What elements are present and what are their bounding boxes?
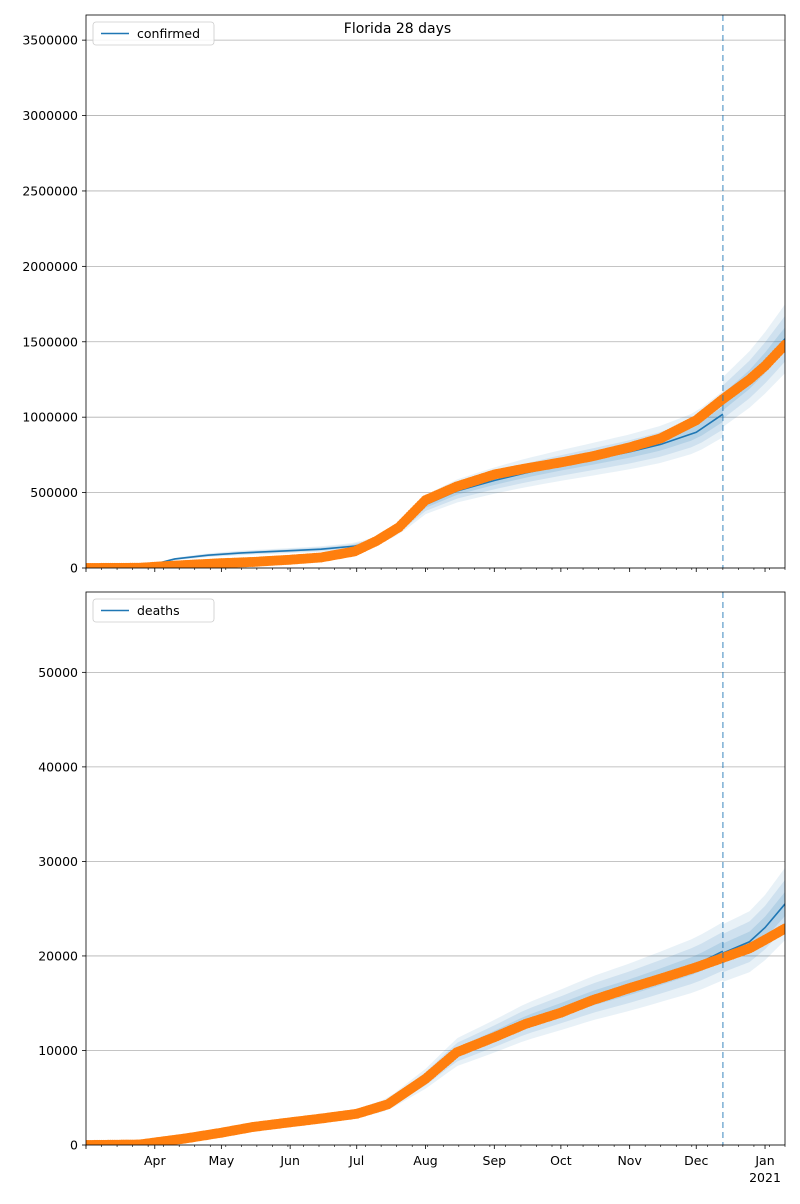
observed-point (780, 923, 785, 934)
y-tick-label: 40000 (38, 759, 78, 774)
observed-point (780, 339, 785, 350)
x-tick-label: Jul (348, 1153, 364, 1168)
legend-box (92, 598, 215, 623)
legend-box (92, 21, 215, 46)
uncertainty-band (86, 406, 723, 568)
plot-area (86, 15, 785, 568)
x-tick-label: Sep (483, 1153, 507, 1168)
y-tick-label: 3500000 (22, 33, 78, 48)
x-tick-label: Jun (279, 1153, 300, 1168)
axes-frame (85, 14, 786, 569)
x-tick-label: Oct (550, 1153, 572, 1168)
x-year-label: 2021 (749, 1170, 781, 1185)
x-tick-label: Dec (684, 1153, 708, 1168)
y-tick-label: 2500000 (22, 183, 78, 198)
y-tick-label: 0 (70, 561, 78, 576)
y-tick-label: 1000000 (22, 410, 78, 425)
y-tick-label: 500000 (30, 485, 78, 500)
panel-bottom: 0 10000 20000 30000 40000 50000 Apr May Jun Jul Au… (38, 591, 786, 1185)
y-tick-label: 2000000 (22, 259, 78, 274)
y-tick-label: 10000 (38, 1043, 78, 1058)
y-tick-label: 50000 (38, 665, 78, 680)
forecast-uncertainty-band (722, 304, 785, 427)
figure-title: Florida 28 days (343, 21, 452, 37)
uncertainty-band (86, 391, 723, 568)
axes-frame (85, 591, 786, 1146)
y-tick-label: 30000 (38, 854, 78, 869)
y-tick-label: 0 (70, 1138, 78, 1153)
x-tick-label: May (208, 1153, 234, 1168)
uncertainty-band (86, 922, 723, 1145)
x-tick-label: Jan (754, 1153, 774, 1168)
forecast-line (722, 903, 785, 954)
panel-top: 0 500000 1000000 1500000 2000000 2500000 30000… (22, 14, 786, 576)
y-tick-label: 3000000 (22, 108, 78, 123)
forecast-uncertainty-band (722, 891, 785, 963)
y-tick-label: 1500000 (22, 334, 78, 349)
x-tick-label: Nov (617, 1153, 642, 1168)
x-tick-label: Aug (413, 1153, 437, 1168)
plot-area (86, 592, 785, 1145)
legend-label: confirmed (137, 26, 200, 41)
y-tick-label: 20000 (38, 948, 78, 963)
uncertainty-band (86, 398, 723, 568)
uncertainty-band (86, 931, 723, 1145)
x-tick-label: Apr (144, 1153, 166, 1168)
legend-label: deaths (137, 603, 180, 618)
